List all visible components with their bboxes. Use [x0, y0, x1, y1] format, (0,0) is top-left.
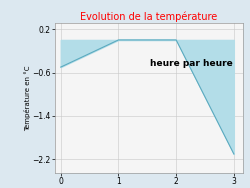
Title: Evolution de la température: Evolution de la température: [80, 11, 218, 22]
Text: heure par heure: heure par heure: [150, 59, 233, 68]
Y-axis label: Température en °C: Température en °C: [24, 65, 31, 130]
